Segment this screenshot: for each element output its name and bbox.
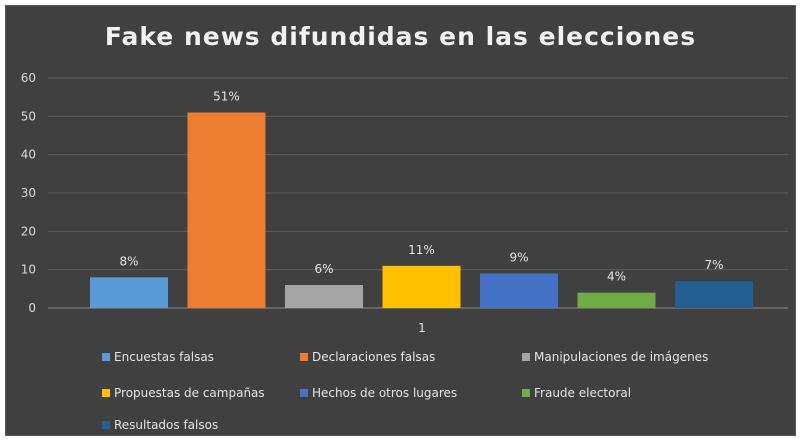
bar xyxy=(382,265,461,308)
legend-swatch xyxy=(522,353,530,361)
legend-item: Propuestas de campañas xyxy=(102,384,265,402)
x-tick-label: 1 xyxy=(418,321,426,335)
legend-label: Propuestas de campañas xyxy=(114,386,265,400)
legend-swatch xyxy=(300,353,308,361)
legend-label: Encuestas falsas xyxy=(114,350,214,364)
bar xyxy=(187,112,266,308)
data-label: 8% xyxy=(119,254,138,268)
data-label: 7% xyxy=(704,258,723,272)
plot-area: 0 10 20 30 40 50 60 8% 51% 6% 11% 9% 4% 7% 1 xyxy=(21,71,788,335)
chart-frame: Fake news difundidas en las elecciones 0… xyxy=(5,5,796,436)
chart-title: Fake news difundidas en las elecciones xyxy=(104,22,697,51)
bar xyxy=(285,285,363,308)
data-label: 11% xyxy=(408,243,435,257)
data-label: 6% xyxy=(314,262,333,276)
data-label: 51% xyxy=(213,90,240,104)
legend-swatch xyxy=(102,389,110,397)
bar xyxy=(480,273,558,308)
legend-label: Declaraciones falsas xyxy=(312,350,436,364)
legend-label: Fraude electoral xyxy=(534,386,632,400)
bar xyxy=(675,281,753,308)
y-tick-label: 0 xyxy=(28,301,36,315)
legend-item: Resultados falsos xyxy=(102,416,218,434)
data-label: 9% xyxy=(509,251,528,265)
legend-swatch xyxy=(300,389,308,397)
bar xyxy=(90,277,168,308)
legend-item: Declaraciones falsas xyxy=(300,348,435,366)
y-tick-label: 50 xyxy=(21,109,36,123)
y-tick-label: 20 xyxy=(21,224,36,238)
legend-item: Hechos de otros lugares xyxy=(300,384,457,402)
legend-swatch xyxy=(522,389,530,397)
y-tick-label: 40 xyxy=(21,148,36,162)
data-label: 4% xyxy=(607,270,626,284)
bar xyxy=(577,292,656,308)
legend-label: Resultados falsos xyxy=(114,418,219,432)
y-tick-label: 30 xyxy=(21,186,36,200)
legend-item: Encuestas falsas xyxy=(102,348,214,366)
legend-swatch xyxy=(102,353,110,361)
legend-label: Manipulaciones de imágenes xyxy=(534,350,709,364)
y-tick-label: 60 xyxy=(21,71,36,85)
legend-swatch xyxy=(102,421,110,429)
legend-item: Fraude electoral xyxy=(522,384,631,402)
legend-label: Hechos de otros lugares xyxy=(312,386,458,400)
y-tick-label: 10 xyxy=(21,263,36,277)
legend-item: Manipulaciones de imágenes xyxy=(522,348,708,366)
